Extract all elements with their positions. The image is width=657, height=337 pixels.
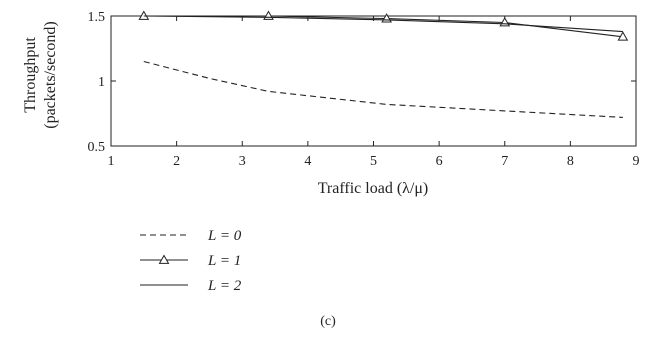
x-tick-label: 8 xyxy=(567,154,574,169)
x-tick-label: 3 xyxy=(239,154,246,169)
x-tick-label: 7 xyxy=(501,154,508,169)
panel-label: (c) xyxy=(320,314,336,329)
x-tick-label: 9 xyxy=(633,154,640,169)
legend: L = 0 L = 1 L = 2 xyxy=(140,228,242,294)
y-axis-label-line1: Throughput xyxy=(22,37,39,113)
series-marker-1 xyxy=(263,10,274,20)
legend-label-2: L = 2 xyxy=(207,278,242,294)
legend-label-0: L = 0 xyxy=(207,228,242,244)
x-tick-label: 6 xyxy=(436,154,443,169)
x-tick-label: 4 xyxy=(304,154,311,169)
x-tick-label: 1 xyxy=(108,154,115,169)
series-2 xyxy=(143,15,623,33)
series-layer xyxy=(138,10,629,118)
series-marker-1 xyxy=(617,31,629,41)
series-marker-1 xyxy=(138,10,150,20)
x-tick-label: 5 xyxy=(370,154,377,169)
legend-label-1: L = 1 xyxy=(207,253,241,269)
y-tick-label: 0.5 xyxy=(88,140,106,155)
x-tick-label: 2 xyxy=(173,154,180,169)
axes: 1 2 3 4 5 6 7 8 90.511.5 xyxy=(88,10,640,169)
series-line-0 xyxy=(143,60,623,118)
x-axis-label: Traffic load (λ/μ) xyxy=(318,180,429,197)
series-0 xyxy=(143,60,623,118)
y-axis-label-line2: (packets/second) xyxy=(42,21,59,129)
plot-frame xyxy=(110,15,637,147)
y-tick-label: 1 xyxy=(98,75,105,90)
series-line-2 xyxy=(143,15,623,33)
legend-marker-1 xyxy=(158,254,170,264)
y-tick-label: 1.5 xyxy=(88,10,106,25)
